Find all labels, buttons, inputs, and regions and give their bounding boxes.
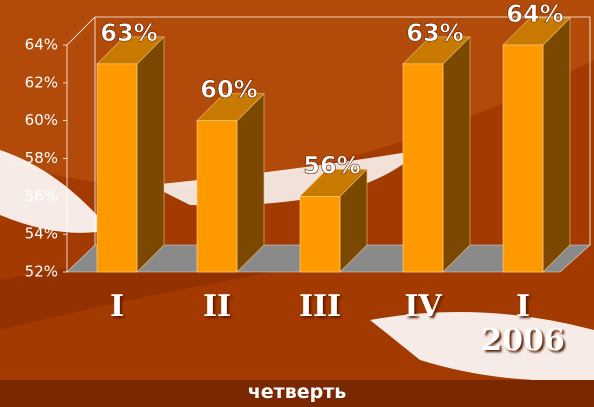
- x-tick-label: II: [162, 290, 272, 324]
- x-tick-label: I 2006: [468, 290, 578, 358]
- value-label: 64%: [506, 0, 563, 28]
- bar: [97, 64, 137, 272]
- y-tick-label: 62%: [25, 73, 58, 91]
- y-tick-label: 64%: [25, 36, 58, 54]
- y-tick-label: 56%: [25, 187, 58, 205]
- y-tick-label: 60%: [25, 111, 58, 129]
- bar: [403, 64, 443, 272]
- x-axis-title: четверть: [0, 381, 594, 403]
- value-label: 60%: [200, 76, 257, 104]
- x-tick-label: III: [265, 290, 375, 324]
- bar-side: [543, 18, 570, 272]
- y-tick-label: 52%: [25, 263, 58, 281]
- bar-side: [237, 94, 264, 272]
- bar: [300, 196, 340, 272]
- y-tick-label: 54%: [25, 225, 58, 243]
- value-label: 63%: [406, 19, 463, 47]
- bar-side: [443, 37, 470, 272]
- value-label: 56%: [303, 151, 360, 179]
- x-tick-label: IV: [368, 290, 478, 324]
- bar-side: [137, 37, 164, 272]
- slide: 52% 54% 56% 58% 60% 62% 64% 63% 60% 56% 63% 64% чет…: [0, 0, 594, 407]
- y-tick-label: 58%: [25, 149, 58, 167]
- bar: [197, 121, 237, 272]
- x-tick-label: I: [62, 290, 172, 324]
- bar: [503, 45, 543, 272]
- value-label: 63%: [100, 19, 157, 47]
